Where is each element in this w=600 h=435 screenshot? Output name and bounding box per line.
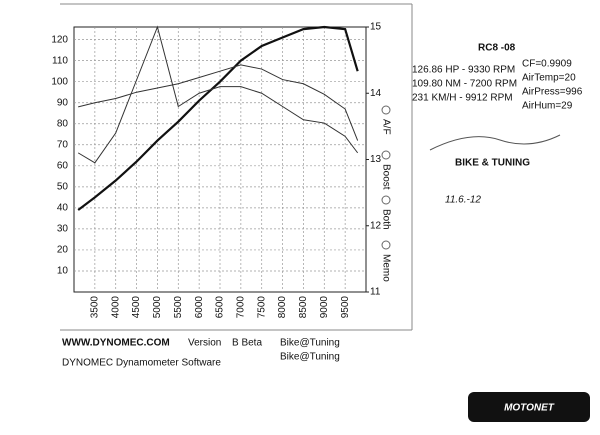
radio-button[interactable] [381, 240, 391, 250]
footer-version-label: Version [188, 338, 221, 349]
x-tick-label: 9500 [340, 296, 351, 319]
x-tick-label: 8500 [298, 296, 309, 319]
x-tick-label: 7500 [256, 296, 267, 319]
radio-label: Boost [380, 164, 391, 190]
y-tick-label: 40 [57, 203, 69, 214]
y-tick-label: 30 [57, 224, 69, 235]
logo-box [468, 392, 590, 422]
y-tick-label: 100 [51, 76, 68, 87]
x-tick-label: 4500 [131, 296, 142, 319]
y2-tick-label: 14 [370, 88, 382, 99]
y2-tick-label: 13 [370, 154, 382, 165]
radio-button[interactable] [381, 105, 391, 115]
x-tick-label: 7000 [235, 296, 246, 319]
x-tick-label: 3500 [89, 296, 100, 319]
data-line [77, 25, 359, 164]
y-tick-label: 20 [57, 245, 69, 256]
result: 109.80 NM - 7200 RPM [412, 79, 517, 90]
footer-url: WWW.DYNOMEC.COM [62, 338, 170, 349]
logo: MOTONET [504, 403, 555, 414]
condition: AirHum=29 [522, 101, 573, 112]
condition: AirPress=996 [522, 87, 583, 98]
y-tick-label: 110 [52, 55, 68, 66]
signature [429, 134, 561, 151]
stamp-brand: BIKE & TUNING [455, 158, 530, 169]
data-line [78, 64, 359, 141]
footer-software: DYNOMEC Dynamometer Software [62, 358, 221, 369]
y-tick-label: 90 [57, 97, 69, 108]
result: 231 KM/H - 9912 RPM [412, 93, 513, 104]
condition: CF=0.9909 [522, 59, 572, 70]
stamp-date: 11.6.-12 [445, 195, 481, 206]
run-title: RC8 -08 [478, 43, 516, 54]
radio-label: A/F [380, 119, 391, 135]
y2-tick-label: 11 [370, 287, 381, 298]
x-tick-label: 4000 [110, 296, 121, 319]
x-tick-label: 9000 [319, 296, 330, 319]
result: 126.86 HP - 9330 RPM [412, 65, 515, 76]
x-tick-label: 6000 [194, 296, 205, 319]
condition: AirTemp=20 [522, 73, 576, 84]
x-tick-label: 5000 [152, 296, 163, 319]
footer-user: Bike@Tuning [280, 338, 340, 349]
data-line [77, 25, 359, 211]
x-tick-label: 8000 [277, 296, 288, 319]
y-tick-label: 60 [57, 160, 69, 171]
radio-button[interactable] [381, 150, 391, 160]
x-tick-label: 5500 [173, 296, 184, 319]
radio-label: Both [380, 209, 391, 230]
footer-user: Bike@Tuning [280, 352, 340, 363]
radio-button[interactable] [381, 195, 391, 205]
y2-tick-label: 12 [370, 220, 382, 231]
radio-label: Memo [380, 254, 391, 282]
y-tick-label: 70 [57, 139, 69, 150]
y-tick-label: 10 [57, 266, 69, 277]
y2-tick-label: 15 [370, 22, 382, 33]
y-tick-label: 50 [57, 181, 69, 192]
footer-version: B Beta [232, 338, 262, 349]
y-tick-label: 80 [57, 118, 69, 129]
x-tick-label: 6500 [215, 296, 226, 319]
y-tick-label: 120 [51, 34, 68, 45]
